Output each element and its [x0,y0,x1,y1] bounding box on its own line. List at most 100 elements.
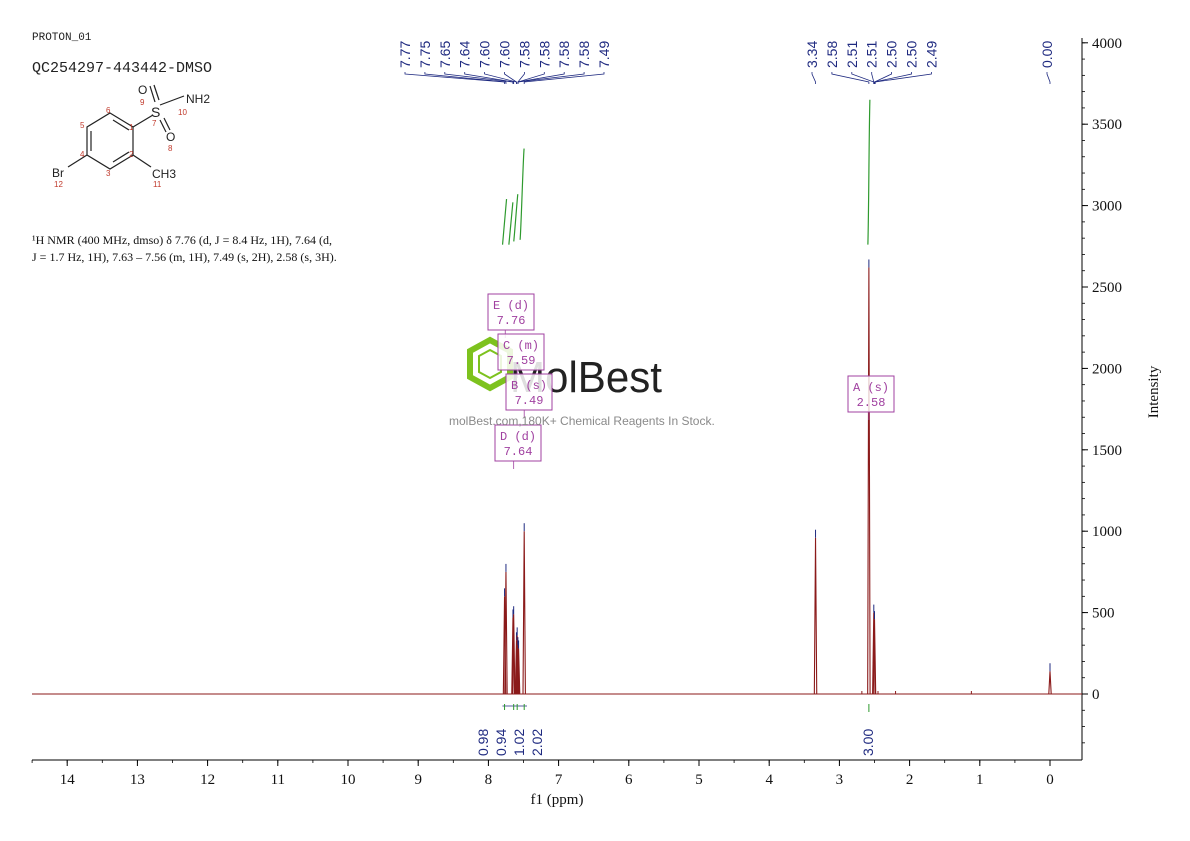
atom-number: 3 [106,169,111,178]
atom-o8: O [166,130,175,144]
x-tick-label: 12 [200,772,215,788]
atom-number: 10 [178,108,187,117]
integral-curve [513,194,519,242]
multiplet-box [497,333,545,371]
y-tick-label: 1500 [1092,443,1122,459]
peak-label: 7.64 [457,41,473,68]
integral-curves [501,99,871,245]
integral-value: 0.98 [475,729,491,756]
integral-value: 0.94 [493,729,509,756]
sample-id: QC254297-443442-DMSO [32,60,212,77]
peak-label: 2.58 [824,41,840,68]
atom-ch3: CH3 [152,167,176,181]
axes: 14 13 12 11 10 9 8 7 6 5 4 3 2 1 005001000150020002500… [31,36,1162,808]
peak-labels: 7.77 7.75 7.65 7.64 7.60 7.60 7.58 7.58 7.58 7.58… [397,41,1055,84]
multiplet-shift: 7.64 [504,445,533,459]
y-tick-label: 1000 [1092,524,1122,540]
x-tick-label: 1 [976,772,984,788]
spectrum-peak [522,531,526,695]
peak-label: 7.58 [576,41,592,68]
integral-curve [508,202,514,245]
integral-value: 2.02 [529,729,545,756]
peak-label: 7.58 [536,41,552,68]
peak-leader [874,72,892,84]
multiplet-box [847,375,895,413]
pulse-name: PROTON_01 [32,32,92,44]
y-tick-label: 4000 [1092,36,1122,52]
atom-s: S [151,104,160,120]
atom-number: 2 [129,150,134,159]
x-axis-label: f1 (ppm) [531,792,584,808]
peak-leader [464,72,515,84]
peak-leader [874,72,912,84]
y-tick-label: 3000 [1092,199,1122,215]
atom-number: 6 [106,106,111,115]
peak-leader [811,72,816,84]
peak-label: 3.34 [804,41,820,68]
nmr-description-line2: J = 1.7 Hz, 1H), 7.63 – 7.56 (m, 1H), 7.… [32,250,337,264]
multiplet-box [494,424,542,462]
y-axis-label: Intensity [1146,365,1162,418]
peak-leader [404,72,505,84]
atom-number: 8 [168,144,173,153]
atom-nh2: NH2 [186,92,210,106]
x-tick-label: 0 [1046,772,1054,788]
peak-label: 7.75 [417,41,433,68]
x-tick-label: 4 [765,772,773,788]
integral-curve [519,148,525,240]
spectrum-peak [813,537,818,695]
multiplet-label: C (m) [503,339,539,353]
x-tick-label: 8 [485,772,493,788]
peak-label: 2.50 [884,41,900,68]
peak-label: 7.77 [397,41,413,68]
multiplet-shift: 7.59 [507,354,536,368]
peak-leader [851,72,875,84]
atom-o9: O [138,83,147,97]
peak-label: 2.49 [923,41,939,68]
nmr-description-line1: ¹H NMR (400 MHz, dmso) δ 7.76 (d, J = 8.… [32,233,332,247]
peak-leader [444,72,514,84]
x-tick-label: 7 [555,772,563,788]
multiplet-label: E (d) [493,299,529,313]
peak-label: 7.49 [596,41,612,68]
atom-number: 9 [140,98,145,107]
spectrum-peak [867,267,871,695]
integral-curve [867,99,871,245]
y-tick-label: 500 [1092,606,1115,622]
multiplet-box [487,293,535,331]
spectrum-line [32,259,1082,695]
peak-leader [874,72,932,84]
peak-label: 7.60 [497,41,513,68]
peak-leader [831,72,870,84]
atom-number: 7 [152,119,157,128]
multiplet-boxes: E (d)7.76 C (m)7.59 B (s)7.49 D (d)7.64 A (s… [487,293,895,469]
x-tick-label: 5 [695,772,703,788]
spectrum-peak [1048,671,1052,695]
multiplet-shift: 7.76 [497,314,526,328]
atom-number: 12 [54,180,63,189]
x-tick-label: 14 [60,772,76,788]
multiplet-box [505,373,553,411]
chemical-structure [67,84,185,170]
y-tick-label: 0 [1092,687,1100,703]
integration-labels: 0.98 0.94 1.02 2.02 3.00 [475,704,876,756]
x-tick-label: 3 [836,772,844,788]
peak-label: 0.00 [1039,41,1055,68]
x-tick-label: 2 [906,772,914,788]
peak-leader [1046,72,1051,84]
peak-leader [504,72,517,84]
atom-br: Br [52,166,64,180]
y-tick-label: 3500 [1092,117,1122,133]
multiplet-label: D (d) [500,430,536,444]
atom-number: 1 [129,123,134,132]
peak-label: 2.50 [904,41,920,68]
peak-leader [871,72,875,84]
peak-label: 7.65 [437,41,453,68]
structure-numbers: 1 2 3 4 5 6 7 8 9 10 11 12 [54,98,187,189]
peak-leader [424,72,507,84]
x-tick-label: 13 [130,772,145,788]
x-tick-label: 10 [341,772,356,788]
integral-value: 1.02 [511,729,527,756]
peak-label: 7.58 [516,41,532,68]
